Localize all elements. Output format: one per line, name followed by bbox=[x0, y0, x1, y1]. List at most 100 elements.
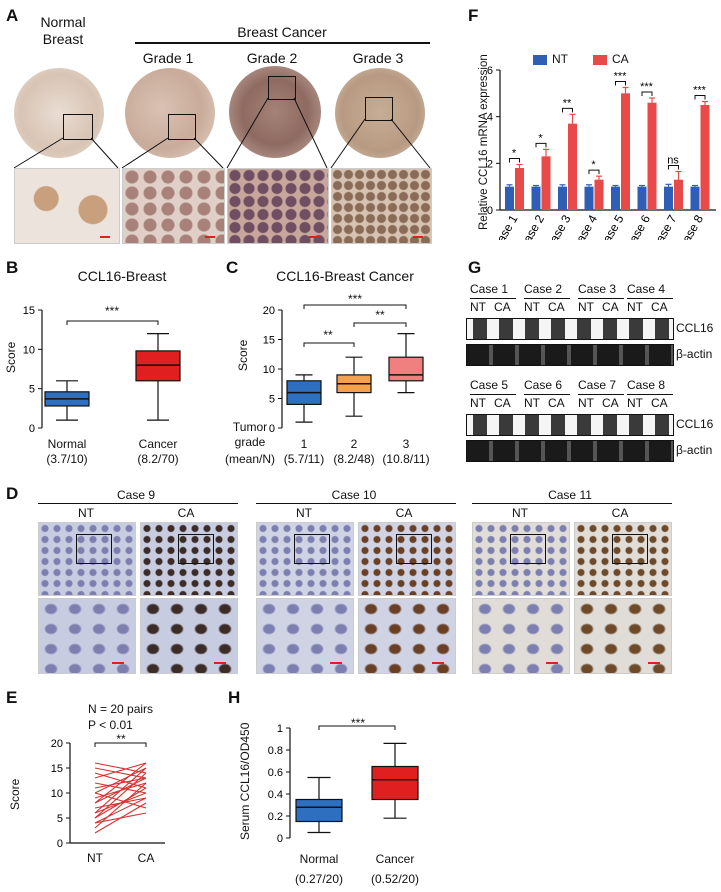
chart-c-group-name: 2 bbox=[350, 437, 358, 451]
d-case-title: Case 9 bbox=[116, 488, 156, 502]
d-micrograph-ca bbox=[358, 522, 456, 596]
d-micrograph-nt bbox=[472, 522, 570, 596]
d-lane-label: NT bbox=[78, 506, 94, 520]
scale-bar bbox=[330, 662, 342, 664]
chart-b-sig: *** bbox=[104, 304, 120, 318]
zoom-box-grade3 bbox=[365, 97, 393, 121]
chart-h-group-name: Cancer bbox=[375, 852, 415, 866]
y-tick-label: 4 bbox=[487, 112, 493, 124]
sig-bracket bbox=[509, 158, 520, 163]
chart-h-group-sub: (0.27/20) bbox=[294, 872, 344, 886]
bar-nt bbox=[664, 186, 673, 210]
case-underline bbox=[578, 394, 624, 395]
blot-case-label: Case 6 bbox=[524, 378, 563, 392]
d-zoom-box bbox=[396, 534, 432, 564]
zoom-box-normal bbox=[63, 114, 93, 140]
normal-breast-label-line1: Normal bbox=[40, 14, 86, 30]
zoom-lines-a bbox=[13, 97, 431, 169]
d-zoom-micrograph bbox=[574, 598, 672, 674]
bar-ca bbox=[568, 123, 577, 210]
d-zoom-micrograph bbox=[140, 598, 238, 674]
d-lane-label: CA bbox=[395, 506, 413, 520]
zoom-box-grade2 bbox=[268, 76, 296, 100]
y-tick-label: 0 bbox=[57, 838, 63, 850]
case-underline bbox=[470, 394, 516, 395]
scale-bar bbox=[648, 662, 660, 664]
d-micrograph-nt bbox=[38, 522, 136, 596]
scale-bar bbox=[546, 662, 558, 664]
lane-label: NT bbox=[627, 300, 643, 314]
blot-case-label: Case 4 bbox=[627, 282, 666, 296]
actin-band bbox=[466, 344, 674, 366]
chart-e-ylabel: Score bbox=[8, 778, 22, 810]
chart-e-p: P < 0.01 bbox=[88, 718, 133, 732]
actin-band bbox=[466, 440, 674, 462]
sig-bracket bbox=[353, 322, 407, 327]
chart-b-title: CCL16-Breast bbox=[77, 268, 167, 284]
d-zoom-box bbox=[178, 534, 214, 564]
d-micrograph-nt bbox=[256, 522, 354, 596]
sig-marker: * bbox=[591, 159, 596, 171]
panel-label-e: E bbox=[6, 688, 18, 707]
bar-ca bbox=[700, 105, 710, 210]
pair-line bbox=[94, 812, 147, 824]
scale-bar bbox=[432, 662, 444, 664]
bar-nt bbox=[611, 186, 620, 210]
x-tick-label: Case 6 bbox=[622, 212, 653, 240]
d-lane-label: CA bbox=[611, 506, 629, 520]
d-case-underline bbox=[472, 503, 672, 504]
d-zoom-box bbox=[612, 534, 648, 564]
lane-label: NT bbox=[578, 396, 594, 410]
chart-h-group-sub: (0.52/20) bbox=[370, 872, 420, 886]
lane-label: CA bbox=[548, 300, 565, 314]
y-tick-label: 0 bbox=[277, 833, 283, 845]
pair-line bbox=[94, 797, 147, 809]
sig-bracket bbox=[303, 342, 355, 347]
lane-label: NT bbox=[470, 300, 486, 314]
chart-c-sig-23: ** bbox=[375, 308, 385, 322]
y-tick-label: 6 bbox=[487, 65, 493, 77]
y-tick-label: 5 bbox=[57, 813, 63, 825]
legend-swatch-ca bbox=[593, 55, 607, 65]
chart-e-n: N = 20 pairs bbox=[88, 702, 154, 716]
chart-c-svg: 0 5 10 15 20 bbox=[263, 304, 424, 435]
sig-bracket bbox=[668, 165, 679, 170]
sig-bracket bbox=[66, 320, 159, 325]
chart-c-ylabel: Score bbox=[236, 339, 250, 371]
panel-label-a: A bbox=[6, 6, 19, 25]
d-lane-label: CA bbox=[177, 506, 195, 520]
bar-ca bbox=[621, 93, 630, 210]
y-tick-label: 0.2 bbox=[268, 811, 283, 823]
lane-label: CA bbox=[651, 300, 668, 314]
panel-label-c: C bbox=[226, 258, 239, 277]
grade-label-1: Grade 1 bbox=[142, 50, 194, 66]
panel-label-h: H bbox=[228, 688, 241, 707]
y-tick-label: 0 bbox=[269, 423, 275, 435]
lane-label: NT bbox=[524, 300, 540, 314]
lane-label: NT bbox=[470, 396, 486, 410]
lane-label: CA bbox=[548, 396, 565, 410]
chart-h-sig: *** bbox=[350, 716, 366, 730]
chart-c-group-sub: (8.2/48) bbox=[333, 452, 375, 466]
d-zoom-box bbox=[510, 534, 546, 564]
band-label: β-actin bbox=[676, 443, 713, 457]
sig-marker: * bbox=[538, 132, 543, 144]
chart-e-sig: ** bbox=[116, 732, 126, 746]
scale-bar bbox=[413, 236, 423, 238]
bar-ca bbox=[594, 179, 604, 210]
blot-case-label: Case 7 bbox=[578, 378, 617, 392]
d-micrograph-ca bbox=[574, 522, 672, 596]
legend-label-nt: NT bbox=[552, 52, 568, 66]
bar-ca bbox=[515, 168, 524, 210]
y-tick-label: 0.4 bbox=[268, 789, 283, 801]
chart-b-group-sub: (8.2/70) bbox=[137, 452, 179, 466]
y-tick-label: 15 bbox=[263, 335, 275, 347]
y-tick-label: 15 bbox=[23, 305, 35, 317]
lane-label: NT bbox=[627, 396, 643, 410]
pair-line bbox=[94, 782, 147, 794]
d-lane-label: NT bbox=[296, 506, 312, 520]
bar-nt bbox=[531, 186, 541, 210]
pair-line bbox=[94, 792, 147, 809]
blot-case-label: Case 3 bbox=[578, 282, 617, 296]
sig-bracket bbox=[318, 725, 396, 730]
